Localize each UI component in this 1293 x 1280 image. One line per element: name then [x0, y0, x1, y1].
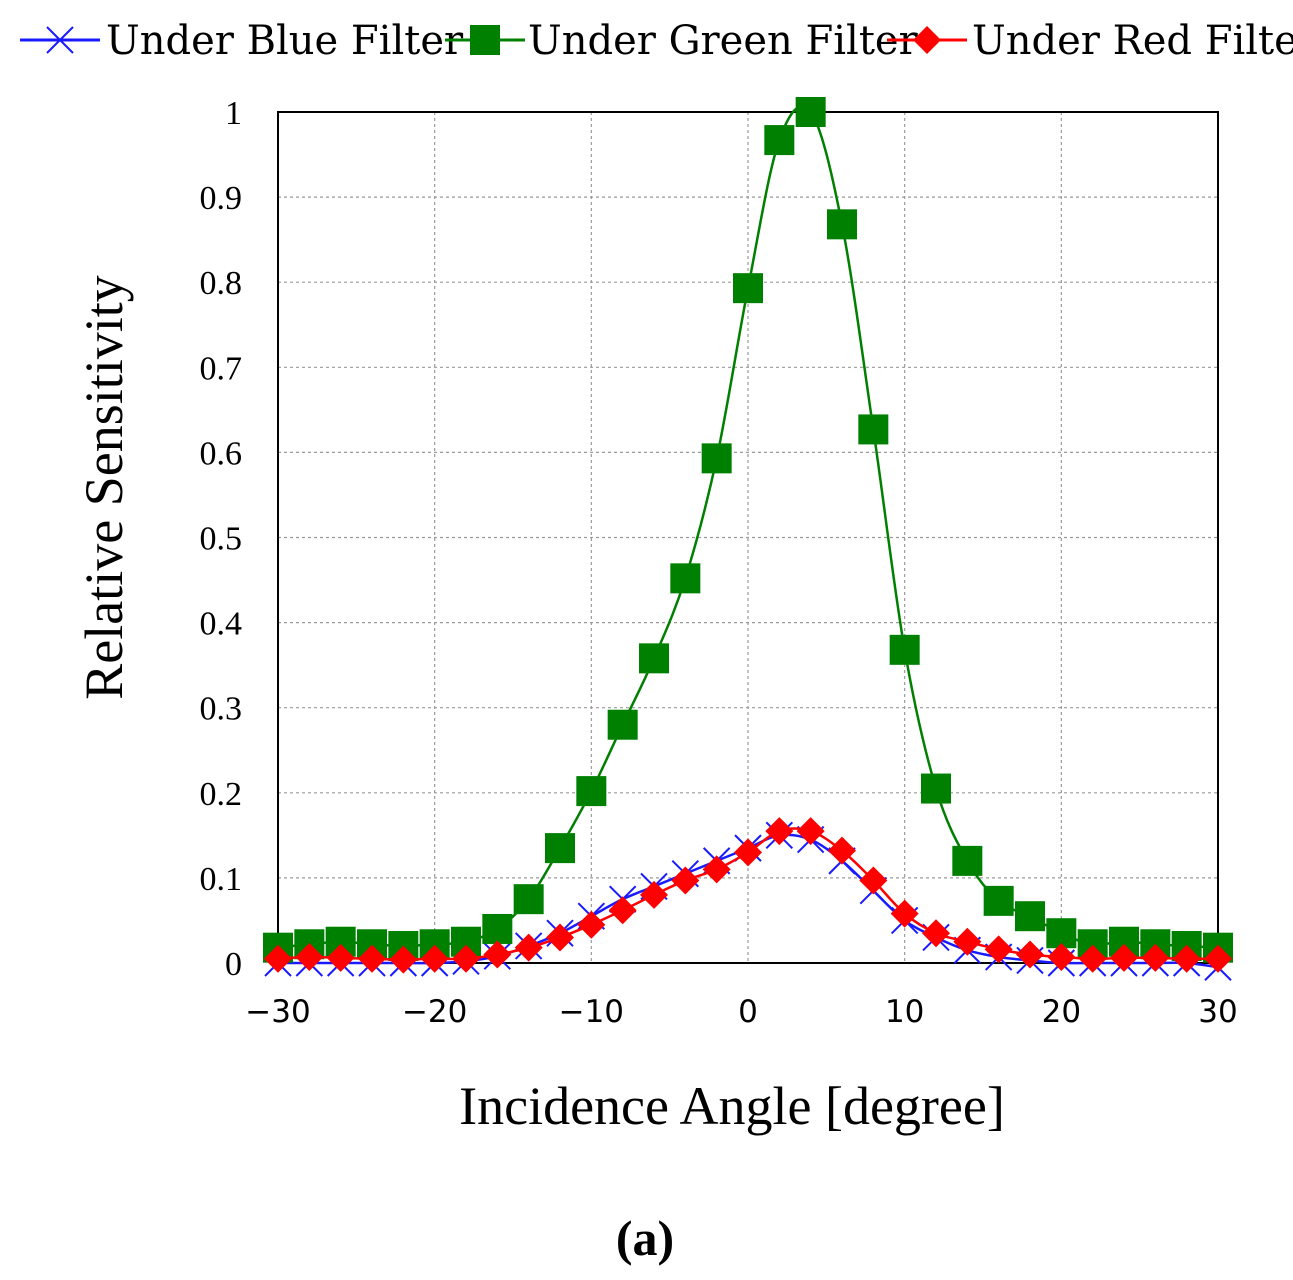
data-point-square	[827, 209, 857, 240]
data-point-diamond	[264, 944, 292, 973]
data-point-diamond	[514, 933, 543, 962]
data-point-square	[545, 833, 575, 864]
data-point-diamond	[890, 899, 919, 928]
y-tick-labels: 0 0.1 0.2 0.3 0.4 0.5 0.6 0.7 0.8 0.9 1	[200, 95, 243, 983]
data-point-diamond	[953, 927, 982, 956]
x-tick-label: −30	[245, 994, 310, 1030]
data-point-diamond	[1016, 940, 1044, 969]
y-tick-label: 0.4	[200, 606, 243, 643]
data-point-diamond	[1047, 943, 1076, 972]
data-point-square	[607, 709, 638, 740]
data-point-diamond	[577, 910, 606, 939]
data-point-square	[733, 273, 763, 304]
y-tick-label: 0.2	[200, 776, 243, 813]
legend-entry: Under Green Filter	[445, 18, 919, 64]
data-point-square	[639, 643, 669, 674]
y-tick-label: 0.3	[200, 691, 243, 728]
data-point-diamond	[796, 817, 825, 846]
y-tick-label: 0.6	[200, 435, 243, 472]
x-tick-label: 0	[738, 994, 758, 1030]
data-point-diamond	[922, 919, 950, 948]
data-point-diamond	[608, 896, 637, 925]
y-tick-label: 0.1	[200, 861, 243, 898]
data-point-diamond	[765, 817, 794, 846]
data-point-square	[764, 125, 795, 156]
y-tick-label: 0.8	[200, 265, 243, 302]
series-diamond	[264, 817, 1232, 974]
x-tick-label: 30	[1198, 994, 1237, 1030]
legend-entry: Under Blue Filter	[20, 18, 464, 64]
data-point-diamond	[1110, 943, 1138, 972]
data-point-diamond	[859, 866, 888, 895]
grid	[278, 112, 1218, 963]
x-tick-label: 20	[1042, 994, 1081, 1030]
x-tick-label: −10	[559, 994, 624, 1030]
data-point-diamond	[984, 935, 1013, 964]
y-axis-label: Relative Sensitivity	[74, 275, 134, 699]
legend-entry: Under Red Filter	[887, 18, 1293, 64]
data-point-diamond	[640, 880, 668, 909]
y-tick-label: 0	[225, 946, 242, 983]
data-point-diamond	[828, 836, 856, 865]
data-point-square	[889, 634, 920, 665]
data-point-diamond	[1141, 943, 1170, 972]
legend-marker	[913, 26, 941, 54]
legend-label: Under Green Filter	[528, 18, 919, 64]
data-point-square	[952, 845, 983, 876]
data-point-square	[795, 97, 826, 127]
data-point-diamond	[483, 940, 512, 969]
plot-frame	[277, 111, 1219, 964]
data-point-square	[1015, 901, 1045, 932]
y-tick-label: 0.5	[200, 521, 243, 558]
data-point-square	[701, 443, 732, 474]
data-point-diamond	[734, 838, 762, 867]
legend-label: Under Blue Filter	[106, 18, 464, 64]
y-tick-label: 0.7	[200, 350, 243, 387]
data-point-square	[858, 414, 889, 445]
data-point-square	[670, 563, 701, 594]
data-point-diamond	[326, 943, 355, 972]
x-tick-labels: −30 −20 −10 0 10 20 30	[245, 994, 1237, 1030]
data-point-diamond	[295, 943, 324, 972]
x-axis-label: Incidence Angle [degree]	[459, 1076, 1005, 1136]
data-point-diamond	[1172, 944, 1201, 973]
data-point-diamond	[358, 944, 386, 973]
legend-label: Under Red Filter	[972, 18, 1293, 64]
data-point-diamond	[1204, 944, 1232, 973]
y-tick-label: 0.9	[200, 180, 243, 217]
data-point-diamond	[389, 945, 418, 974]
data-point-square	[921, 773, 951, 804]
panel-label: (a)	[616, 1210, 674, 1266]
data-point-diamond	[702, 855, 731, 884]
data-point-square	[983, 885, 1014, 916]
data-point-square	[482, 913, 513, 944]
series-layer	[263, 97, 1233, 981]
x-tick-label: 10	[885, 994, 924, 1030]
data-point-diamond	[671, 866, 700, 895]
x-tick-label: −20	[402, 994, 467, 1030]
y-tick-label: 1	[225, 95, 242, 132]
legend-marker	[470, 25, 500, 55]
data-point-diamond	[1078, 944, 1107, 973]
data-point-square	[576, 776, 607, 807]
legend: Under Blue Filter Under Green Filter Under…	[20, 18, 1293, 64]
legend-marker	[46, 26, 74, 54]
data-point-diamond	[546, 923, 574, 952]
data-point-diamond	[420, 944, 449, 973]
data-point-square	[513, 884, 544, 915]
data-point-diamond	[452, 944, 480, 973]
